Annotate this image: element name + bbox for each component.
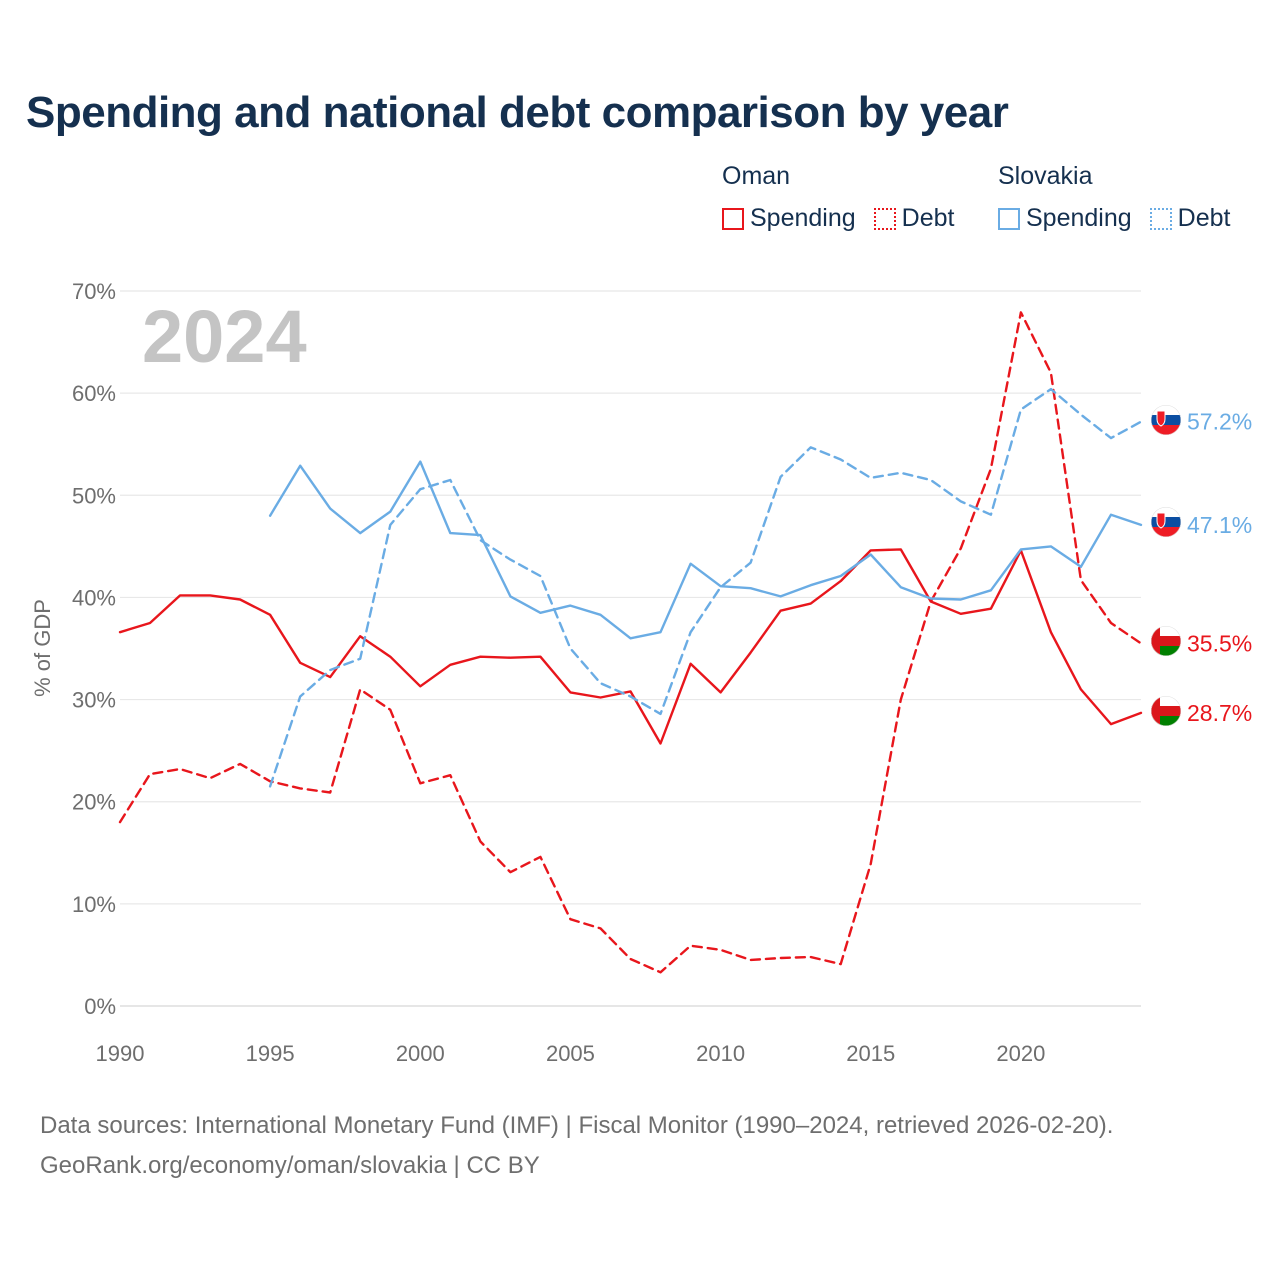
legend-slovakia: Slovakia Spending Debt (998, 162, 1248, 233)
footer: Data sources: International Monetary Fun… (40, 1106, 1113, 1186)
legend-swatch-dotted (873, 207, 896, 230)
x-tick-label: 2020 (996, 1041, 1045, 1066)
legend-label: Debt (1177, 204, 1231, 232)
legend-country-slovakia: Slovakia (998, 162, 1093, 190)
x-tick-label: 1995 (246, 1041, 295, 1066)
legend-oman: Oman Spending Debt (722, 162, 972, 233)
series-line-oman-spending[interactable] (118, 548, 1143, 745)
legend-item-slovakia-spending[interactable]: Spending (998, 204, 1132, 233)
slovakia-flag-icon (1151, 405, 1181, 435)
y-tick-label: 20% (72, 790, 116, 815)
end-value-label: 35.5% (1187, 630, 1252, 656)
x-tick-label: 2010 (696, 1041, 745, 1066)
legend-label: Spending (1026, 204, 1132, 232)
series-line-slovakia-debt[interactable] (268, 387, 1143, 788)
x-tick-label: 2005 (546, 1041, 595, 1066)
legend-item-oman-spending[interactable]: Spending (722, 204, 856, 233)
series-line-slovakia-spending[interactable] (268, 460, 1143, 640)
y-tick-label: 0% (84, 994, 116, 1019)
y-tick-label: 60% (72, 381, 116, 406)
y-tick-label: 10% (72, 892, 116, 917)
legend-label: Debt (901, 204, 955, 232)
oman-flag-icon (1151, 696, 1181, 726)
legend-swatch-solid (722, 207, 744, 230)
legend-swatch-solid (998, 207, 1020, 230)
x-tick-label: 2000 (396, 1041, 445, 1066)
legend-label: Spending (750, 204, 856, 232)
y-tick-label: 40% (72, 585, 116, 610)
y-axis-label: % of GDP (30, 599, 55, 697)
end-value-label: 28.7% (1187, 700, 1252, 726)
y-tick-label: 70% (72, 279, 116, 304)
chart-title: Spending and national debt comparison by… (26, 88, 1009, 137)
source-link[interactable]: GeoRank.org/economy/oman/slovakia | CC B… (40, 1152, 540, 1179)
legend-swatch-dotted (1149, 207, 1172, 230)
x-tick-label: 2015 (846, 1041, 895, 1066)
slovakia-flag-icon (1151, 507, 1181, 537)
legend-item-slovakia-debt[interactable]: Debt (1149, 204, 1231, 233)
legend-country-oman: Oman (722, 162, 791, 190)
y-tick-label: 50% (72, 483, 116, 508)
data-source-note: Data sources: International Monetary Fun… (40, 1112, 1114, 1139)
end-value-label: 57.2% (1187, 409, 1252, 435)
y-tick-label: 30% (72, 688, 116, 713)
end-value-label: 47.1% (1187, 512, 1252, 538)
line-chart: 2024 0% 10% 20% 30% 40% 50% 60% 70% 1990 1995 2000… (30, 279, 1252, 1066)
year-watermark: 2024 (142, 295, 307, 378)
x-tick-label: 1990 (96, 1041, 145, 1066)
series-line-oman-debt[interactable] (118, 311, 1143, 974)
legend-item-oman-debt[interactable]: Debt (873, 204, 955, 233)
oman-flag-icon (1151, 626, 1181, 656)
